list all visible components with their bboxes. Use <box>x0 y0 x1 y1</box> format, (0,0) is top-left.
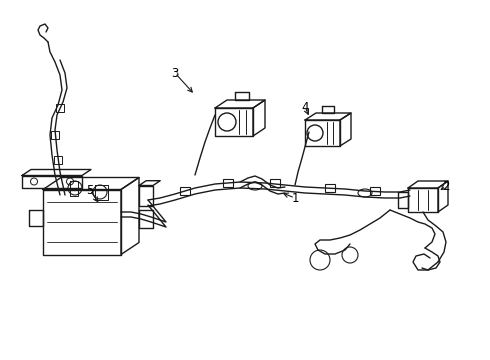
Bar <box>325 184 335 192</box>
Text: 3: 3 <box>172 67 179 80</box>
Bar <box>51 131 59 139</box>
Bar <box>180 187 190 195</box>
Text: 4: 4 <box>301 100 309 113</box>
Bar <box>54 156 62 164</box>
Bar <box>370 187 380 195</box>
Text: 5: 5 <box>86 184 94 197</box>
Text: 2: 2 <box>442 180 450 193</box>
Bar <box>223 179 233 187</box>
Text: 1: 1 <box>291 192 299 204</box>
Bar <box>56 104 64 112</box>
Bar <box>270 179 280 187</box>
